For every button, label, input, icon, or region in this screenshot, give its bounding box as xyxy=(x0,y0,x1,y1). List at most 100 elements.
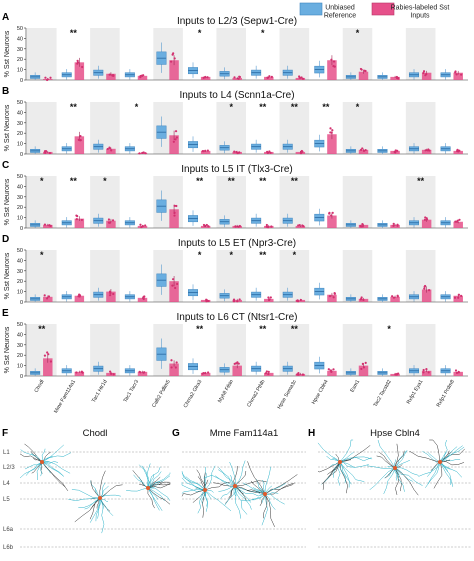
sst-point xyxy=(173,57,176,60)
neurite xyxy=(197,476,206,491)
sst-point xyxy=(43,354,47,357)
neurite xyxy=(36,461,43,480)
neurite xyxy=(204,489,208,507)
sst-point xyxy=(268,75,271,78)
panel-label: C xyxy=(2,160,9,171)
sst-point xyxy=(394,373,397,376)
reference-box xyxy=(30,368,41,376)
sst-point xyxy=(173,214,176,217)
legend-sst-swatch xyxy=(371,2,395,16)
neurite xyxy=(141,465,149,489)
sst-point xyxy=(422,368,425,372)
soma xyxy=(338,460,342,464)
neurite xyxy=(233,465,238,487)
reference-box xyxy=(409,365,419,376)
sst-bar xyxy=(106,72,116,80)
reference-box xyxy=(314,60,325,78)
neurite xyxy=(138,464,149,489)
sst-bar xyxy=(169,204,179,228)
significance-marker: ** xyxy=(38,324,46,334)
y-tick-label: 10 xyxy=(17,290,23,296)
neurite xyxy=(321,461,341,485)
panel-label: B xyxy=(2,86,9,97)
legend-reference-label: Unbiased Reference xyxy=(324,5,356,20)
reference-box xyxy=(345,72,356,80)
neurite xyxy=(394,467,419,476)
y-tick-label: 20 xyxy=(17,353,23,359)
sst-point xyxy=(396,149,399,152)
sst-bar xyxy=(453,70,463,80)
sst-point xyxy=(205,223,208,227)
reference-box xyxy=(219,363,230,376)
sst-bar xyxy=(327,211,337,228)
neurite xyxy=(89,497,101,523)
significance-marker: * xyxy=(103,176,107,186)
sst-bar xyxy=(327,368,337,376)
sst-point xyxy=(360,367,363,371)
sst-bar xyxy=(43,351,53,376)
sst-bar xyxy=(200,223,211,228)
reference-box xyxy=(93,361,104,375)
category-band xyxy=(27,28,57,80)
significance-marker: * xyxy=(229,250,233,260)
soma xyxy=(40,460,44,464)
sst-point xyxy=(232,298,236,301)
neurite xyxy=(366,465,396,469)
neurite xyxy=(394,459,411,469)
sst-point xyxy=(298,76,301,79)
neurite xyxy=(439,461,451,470)
panel-title: Inputs to L5 IT (Tlx3-Cre) xyxy=(181,164,293,175)
neurite xyxy=(383,467,396,495)
category-band xyxy=(342,28,373,80)
sst-bar xyxy=(453,293,463,302)
sst-point xyxy=(361,362,364,365)
sst-bar xyxy=(232,224,242,228)
sst-point xyxy=(361,223,364,226)
sst-bar xyxy=(200,75,211,80)
panel-label: F xyxy=(2,428,8,439)
significance-marker: ** xyxy=(291,324,299,334)
sst-bar xyxy=(358,147,369,154)
reference-box xyxy=(124,143,135,154)
neurite xyxy=(147,487,159,500)
sst-point xyxy=(76,61,80,64)
panel-title: Inputs to L5 ET (Npr3-Cre) xyxy=(178,238,296,249)
panel-B: B Inputs to L4 (Scnn1a-Cre) 0 10 20 30 40 50 % S… xyxy=(2,86,468,158)
sst-bar xyxy=(390,149,400,154)
sst-bar xyxy=(295,371,306,376)
layer-label: L2/3 xyxy=(3,465,15,471)
sst-point xyxy=(174,366,177,369)
neurite xyxy=(25,461,43,476)
neurite xyxy=(339,445,371,463)
sst-bar xyxy=(106,218,116,228)
neurite xyxy=(264,483,286,495)
x-category-label: Tac1 Tacr3 xyxy=(123,379,141,404)
neurite xyxy=(204,489,208,512)
neurite xyxy=(213,482,235,487)
sst-point xyxy=(359,298,362,301)
y-tick-label: 50 xyxy=(17,100,23,106)
reference-box xyxy=(377,220,388,228)
reference-box xyxy=(251,361,262,375)
neurite xyxy=(185,476,206,491)
neurite xyxy=(394,450,408,469)
sst-point xyxy=(331,211,334,214)
sst-bar xyxy=(43,223,53,228)
sst-bar xyxy=(74,370,85,376)
reference-box xyxy=(61,217,72,228)
soma xyxy=(233,484,237,488)
reference-box xyxy=(345,294,356,302)
sst-point xyxy=(206,371,210,374)
sst-point xyxy=(171,278,175,281)
sst-bar xyxy=(137,223,148,229)
reference-box xyxy=(377,72,388,80)
neurite xyxy=(99,494,121,499)
significance-marker: ** xyxy=(322,102,330,112)
sst-point xyxy=(269,296,272,299)
neurite xyxy=(394,467,405,492)
reference-box xyxy=(30,294,41,302)
reference-box xyxy=(61,69,72,80)
neurite xyxy=(204,465,216,491)
significance-marker: ** xyxy=(291,176,299,186)
sst-point xyxy=(269,151,272,154)
